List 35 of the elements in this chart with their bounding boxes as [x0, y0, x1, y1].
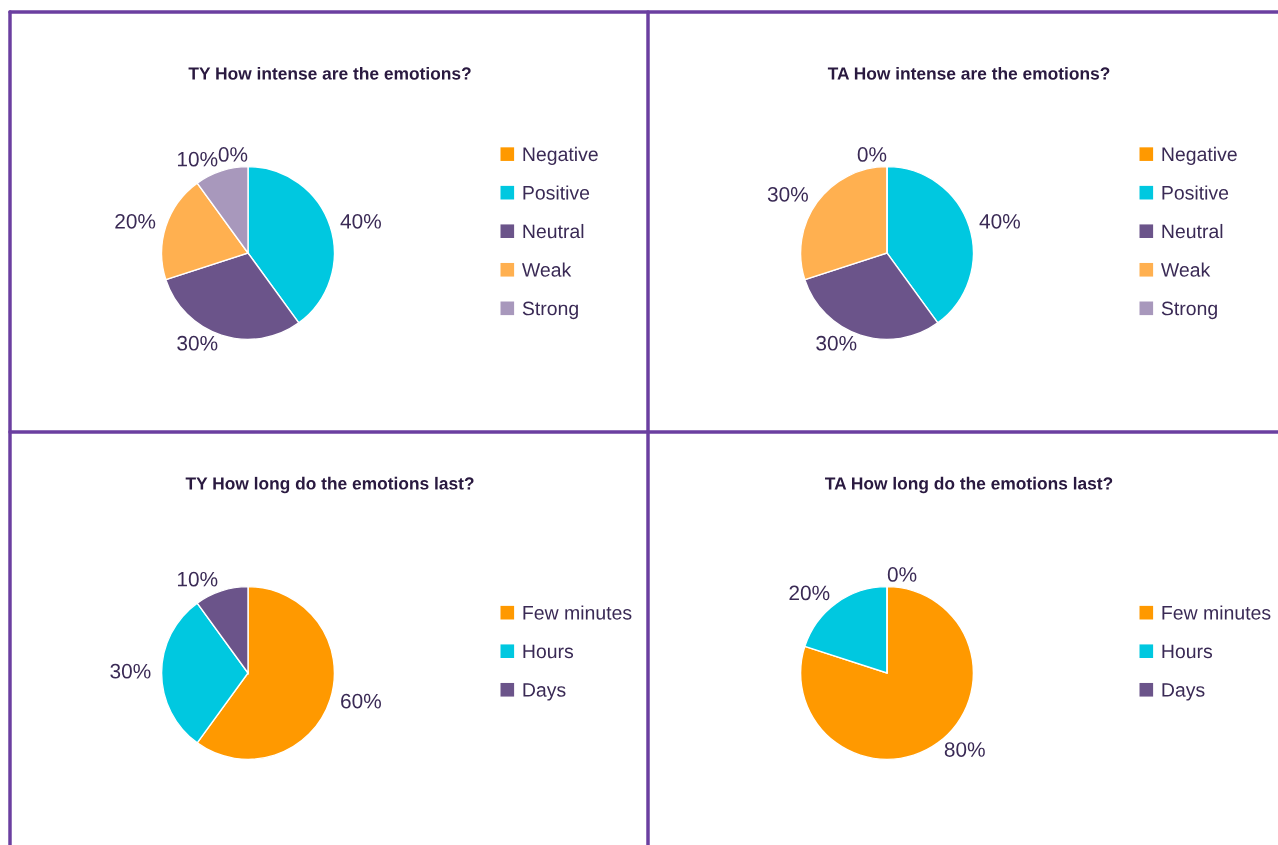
legend-label: Few minutes [1162, 605, 1271, 620]
legend-label: Weak [1160, 262, 1211, 277]
legend-label: Days [523, 683, 566, 701]
data-label: 40% [340, 213, 381, 229]
legend-label: Negative [523, 146, 598, 165]
data-label: 80% [944, 742, 985, 757]
legend-label: Hours [523, 644, 574, 659]
data-label: 20% [115, 213, 156, 229]
text: 0% [857, 147, 887, 162]
chart-title: TY How long do the emotions last? [185, 476, 474, 494]
chart-title: TY How intense are the emotions? [188, 66, 471, 80]
data-label: 40% [979, 213, 1020, 229]
data-label: 10% [177, 571, 218, 587]
legend-label: Neutral [523, 223, 584, 239]
data-label: 30% [767, 186, 808, 202]
legend-label: Hours [1162, 644, 1213, 659]
data-label: 60% [341, 693, 381, 709]
legend-label: Negative [1162, 146, 1237, 165]
legend-label: Strong [1161, 301, 1217, 320]
text: 0% [218, 147, 248, 162]
data-label: 30% [177, 335, 218, 351]
legend-label: Days [1162, 683, 1205, 701]
legend-label: Weak [521, 262, 572, 277]
chart-title: TA How long do the emotions last? [825, 476, 1113, 494]
chart-title: TA How intense are the emotions? [827, 66, 1110, 80]
legend-label: Neutral [1162, 223, 1223, 239]
legend-label: Few minutes [523, 605, 632, 620]
data-label: 30% [816, 335, 857, 351]
legend-label: Strong [522, 301, 578, 320]
legend-label: Positive [1162, 185, 1229, 200]
data-label: 10% [177, 151, 218, 167]
data-label: 20% [789, 585, 830, 601]
text: 0% [887, 567, 917, 582]
data-label: 30% [110, 663, 151, 679]
legend-label: Positive [523, 185, 590, 200]
